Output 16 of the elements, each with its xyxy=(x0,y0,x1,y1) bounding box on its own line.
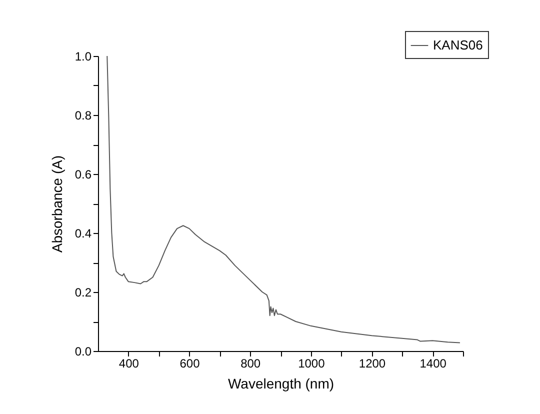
y-tick-label: 0.2 xyxy=(74,286,92,300)
x-tick-label: 1200 xyxy=(358,356,386,370)
line-series xyxy=(106,56,460,344)
y-tick-label: 0.0 xyxy=(74,344,92,358)
x-tick-label: 400 xyxy=(118,356,140,370)
y-axis-title: Absorbance (A) xyxy=(48,155,65,253)
legend-label: KANS06 xyxy=(433,38,483,52)
x-axis-title: Wavelength (nm) xyxy=(228,376,334,392)
y-tick-label: 1.0 xyxy=(74,50,92,64)
x-tick-label: 1000 xyxy=(298,356,326,370)
x-tick-label: 1400 xyxy=(420,356,447,370)
x-tick-label: 800 xyxy=(240,356,261,370)
y-tick-label: 0.6 xyxy=(74,168,92,182)
y-tick-label: 0.8 xyxy=(74,108,92,122)
y-tick-label: 0.4 xyxy=(74,226,92,240)
x-tick-label: 600 xyxy=(180,356,200,370)
